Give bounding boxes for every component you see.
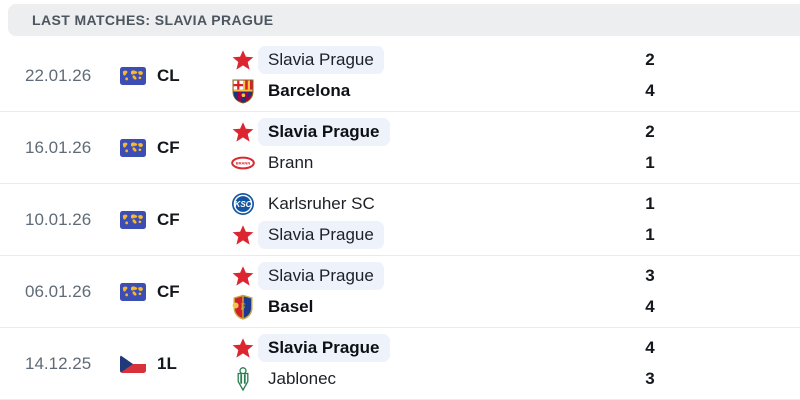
away-team-line: Slavia Prague 1 xyxy=(230,220,800,250)
away-score: 3 xyxy=(645,369,655,388)
competition-cell: CF xyxy=(120,184,230,255)
brann-logo xyxy=(230,151,256,175)
karlsruher-sc-logo xyxy=(230,192,256,216)
home-score: 2 xyxy=(645,122,655,141)
teams-cell: Karlsruher SC 1 Slavia Prague 1 xyxy=(230,184,800,255)
world-map-icon xyxy=(120,66,146,85)
home-score: 1 xyxy=(645,194,655,213)
away-score: 1 xyxy=(645,153,655,172)
away-score: 4 xyxy=(645,81,655,100)
teams-cell: Slavia Prague 3 Basel 4 xyxy=(230,256,800,327)
home-team-name: Slavia Prague xyxy=(258,262,384,290)
home-team-name: Slavia Prague xyxy=(258,46,384,74)
home-score: 4 xyxy=(645,338,655,357)
slavia-prague-logo xyxy=(230,264,256,288)
match-row[interactable]: 16.01.26 CF Slavia Prague 2 Brann 1 xyxy=(0,112,800,184)
match-row[interactable]: 10.01.26 CF Karlsruher SC 1 Slavia Pragu… xyxy=(0,184,800,256)
competition-code: CL xyxy=(157,65,180,85)
home-score: 3 xyxy=(645,266,655,285)
competition-code: CF xyxy=(157,137,180,157)
match-date: 16.01.26 xyxy=(25,137,92,157)
away-team-line: Barcelona 4 xyxy=(230,76,800,106)
barcelona-logo xyxy=(230,78,256,104)
home-team-line: Slavia Prague 2 xyxy=(230,117,800,147)
slavia-prague-logo xyxy=(230,223,256,247)
away-team-line: Brann 1 xyxy=(230,148,800,178)
away-team-name: Jablonec xyxy=(268,369,337,388)
away-team-line: Basel 4 xyxy=(230,292,800,322)
teams-cell: Slavia Prague 4 Jablonec 3 xyxy=(230,328,800,399)
competition-cell: CF xyxy=(120,112,230,183)
match-date: 10.01.26 xyxy=(25,209,92,229)
world-map-icon xyxy=(120,210,146,229)
away-score: 1 xyxy=(645,225,655,244)
competition-code: CF xyxy=(157,281,180,301)
home-team-line: Slavia Prague 3 xyxy=(230,261,800,291)
away-team-line: Jablonec 3 xyxy=(230,364,800,394)
match-row[interactable]: 06.01.26 CF Slavia Prague 3 Basel 4 xyxy=(0,256,800,328)
world-map-icon xyxy=(120,282,146,301)
home-score: 2 xyxy=(645,50,655,69)
home-team-line: Karlsruher SC 1 xyxy=(230,189,800,219)
widget-header: LAST MATCHES: SLAVIA PRAGUE xyxy=(8,4,800,36)
slavia-prague-logo xyxy=(230,120,256,144)
home-team-line: Slavia Prague 4 xyxy=(230,333,800,363)
home-team-name: Karlsruher SC xyxy=(268,194,375,213)
match-row[interactable]: 22.01.26 CL Slavia Prague 2 Barcelona 4 xyxy=(0,40,800,112)
match-date: 14.12.25 xyxy=(25,353,92,373)
away-score: 4 xyxy=(645,297,655,316)
home-team-name: Slavia Prague xyxy=(258,118,390,146)
match-date: 06.01.26 xyxy=(25,281,92,301)
away-team-name: Basel xyxy=(268,297,314,316)
competition-cell: 1L xyxy=(120,328,230,399)
competition-cell: CL xyxy=(120,40,230,111)
competition-code: 1L xyxy=(157,353,177,373)
slavia-prague-logo xyxy=(230,48,256,72)
home-team-name: Slavia Prague xyxy=(258,334,390,362)
teams-cell: Slavia Prague 2 Barcelona 4 xyxy=(230,40,800,111)
basel-logo xyxy=(230,294,256,320)
jablonec-logo xyxy=(230,366,256,392)
match-row[interactable]: 14.12.25 1L Slavia Prague 4 Jablonec 3 xyxy=(0,328,800,400)
czech-flag-icon xyxy=(120,355,146,373)
away-team-name: Slavia Prague xyxy=(258,221,384,249)
competition-cell: CF xyxy=(120,256,230,327)
away-team-name: Brann xyxy=(268,153,314,172)
match-list: 22.01.26 CL Slavia Prague 2 Barcelona 4 … xyxy=(0,40,800,400)
home-team-line: Slavia Prague 2 xyxy=(230,45,800,75)
page-title: LAST MATCHES: SLAVIA PRAGUE xyxy=(32,12,274,28)
slavia-prague-logo xyxy=(230,336,256,360)
world-map-icon xyxy=(120,138,146,157)
competition-code: CF xyxy=(157,209,180,229)
teams-cell: Slavia Prague 2 Brann 1 xyxy=(230,112,800,183)
away-team-name: Barcelona xyxy=(268,81,351,100)
match-date: 22.01.26 xyxy=(25,65,92,85)
